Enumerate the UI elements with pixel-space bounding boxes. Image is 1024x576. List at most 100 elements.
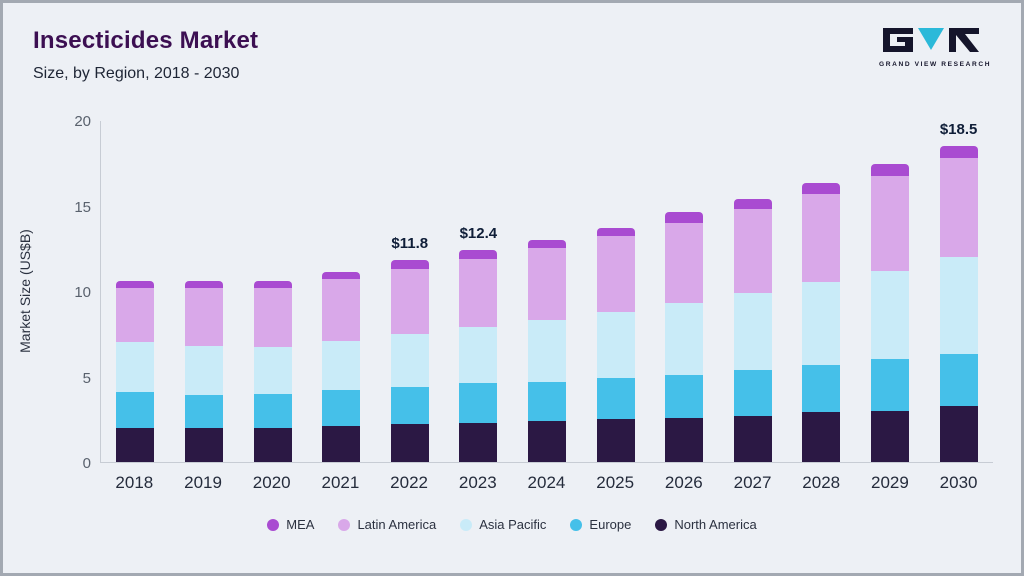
- x-axis-label-2027: 2027: [733, 473, 772, 492]
- legend-item-asia-pacific: Asia Pacific: [460, 517, 546, 532]
- x-axis-label-2025: 2025: [596, 473, 635, 492]
- bar-segment-mea: [390, 260, 429, 269]
- bar-segment-north-america: [459, 422, 498, 462]
- bar-segment-latin-america: [733, 208, 772, 293]
- x-axis-label-2021: 2021: [321, 473, 360, 492]
- bar-group-2026: [650, 121, 719, 462]
- x-axis-label-2029: 2029: [870, 473, 909, 492]
- bar-segment-north-america: [322, 426, 361, 462]
- bar-segment-north-america: [184, 427, 223, 462]
- bar-segment-mea: [184, 280, 223, 288]
- bar-segment-europe: [596, 378, 635, 420]
- bar-segment-mea: [116, 280, 155, 288]
- bar-segment-asia-pacific: [871, 270, 909, 360]
- bar-segment-asia-pacific: [802, 282, 841, 365]
- gvr-logo-icon: [883, 28, 979, 52]
- bar-segment-north-america: [665, 417, 704, 462]
- legend-label: Latin America: [357, 517, 437, 532]
- bar-stack: [871, 164, 909, 462]
- bar-segment-europe: [939, 354, 978, 406]
- grand-view-research-logo: GRAND VIEW RESEARCH: [879, 27, 992, 68]
- bar-segment-europe: [322, 390, 361, 427]
- bar-segment-north-america: [871, 410, 909, 462]
- bar-segment-mea: [939, 145, 978, 158]
- legend-color-dot: [267, 518, 280, 531]
- x-axis-label-2020: 2020: [252, 473, 291, 492]
- bar-segment-latin-america: [116, 287, 155, 343]
- bar-series-container: $11.8 $12.4 $18.5: [101, 121, 993, 462]
- bar-segment-asia-pacific: [116, 342, 155, 392]
- bar-stack: [253, 280, 292, 462]
- bar-segment-latin-america: [939, 157, 978, 257]
- legend-item-mea: MEA: [267, 517, 314, 532]
- bar-segment-mea: [527, 239, 566, 249]
- x-axis-label-2019: 2019: [184, 473, 222, 492]
- bar-segment-asia-pacific: [184, 345, 223, 396]
- bar-group-2030: $18.5: [924, 121, 993, 462]
- bar-group-2018: [101, 121, 170, 462]
- bar-segment-mea: [733, 198, 772, 209]
- legend-item-europe: Europe: [570, 517, 631, 532]
- bar-stack: [527, 239, 566, 462]
- bar-segment-asia-pacific: [253, 347, 292, 394]
- bar-segment-europe: [527, 381, 566, 421]
- bar-segment-mea: [871, 164, 909, 177]
- bar-total-label: $18.5: [939, 120, 978, 138]
- bar-segment-latin-america: [390, 268, 429, 334]
- bar-segment-asia-pacific: [665, 302, 704, 375]
- bar-segment-north-america: [596, 419, 635, 462]
- bar-segment-asia-pacific: [596, 311, 635, 379]
- x-axis-label-2023: 2023: [458, 473, 497, 492]
- bar-group-2023: $12.4: [444, 121, 513, 462]
- legend-label: Europe: [589, 517, 632, 532]
- x-axis-label-2026: 2026: [664, 473, 703, 492]
- legend-item-latin-america: Latin America: [338, 517, 436, 532]
- bar-segment-mea: [802, 183, 841, 194]
- chart-header: Insecticides Market Size, by Region, 201…: [33, 27, 258, 83]
- legend-label: MEA: [286, 517, 315, 532]
- y-tick-label: 0: [82, 455, 91, 472]
- y-axis-title: Market Size (US$B): [17, 229, 33, 353]
- bar-segment-north-america: [733, 415, 772, 462]
- bar-segment-latin-america: [802, 193, 841, 283]
- x-axis-label-2024: 2024: [527, 473, 566, 492]
- bar-segment-mea: [253, 280, 292, 288]
- bar-segment-mea: [459, 249, 498, 259]
- bar-segment-europe: [253, 393, 292, 428]
- bar-stack: [184, 280, 223, 462]
- bar-segment-latin-america: [184, 287, 223, 346]
- bar-group-2021: [307, 121, 376, 462]
- bar-segment-europe: [733, 369, 772, 416]
- y-tick-label: 20: [74, 113, 91, 130]
- bar-segment-latin-america: [665, 222, 704, 303]
- bar-group-2028: [787, 121, 856, 462]
- bar-segment-north-america: [116, 427, 155, 462]
- bar-segment-north-america: [802, 412, 841, 462]
- bar-segment-latin-america: [322, 279, 361, 341]
- bar-segment-latin-america: [527, 248, 566, 321]
- bar-group-2029: [856, 121, 925, 462]
- bar-segment-north-america: [939, 405, 978, 462]
- bar-group-2019: [170, 121, 239, 462]
- x-axis-label-2030: 2030: [939, 473, 978, 492]
- legend-label: Asia Pacific: [479, 517, 547, 532]
- bar-stack: [116, 280, 155, 462]
- y-tick-label: 10: [74, 284, 91, 301]
- bar-segment-north-america: [390, 424, 429, 462]
- bar-segment-mea: [665, 212, 704, 223]
- bar-stack: [939, 145, 978, 462]
- bar-segment-asia-pacific: [390, 333, 429, 387]
- chart-title: Insecticides Market: [33, 27, 259, 54]
- bar-stack: [459, 249, 498, 462]
- bar-group-2024: [513, 121, 582, 462]
- bar-stack: [322, 272, 361, 462]
- bar-group-2020: [238, 121, 307, 462]
- bar-segment-asia-pacific: [527, 320, 566, 382]
- x-axis-label-2022: 2022: [390, 473, 428, 492]
- bar-segment-latin-america: [596, 236, 635, 312]
- bar-segment-europe: [116, 391, 155, 428]
- logo-brand-text: GRAND VIEW RESEARCH: [879, 61, 992, 68]
- legend-color-dot: [460, 518, 473, 531]
- bar-segment-asia-pacific: [939, 256, 978, 355]
- bar-total-label: $11.8: [391, 235, 429, 253]
